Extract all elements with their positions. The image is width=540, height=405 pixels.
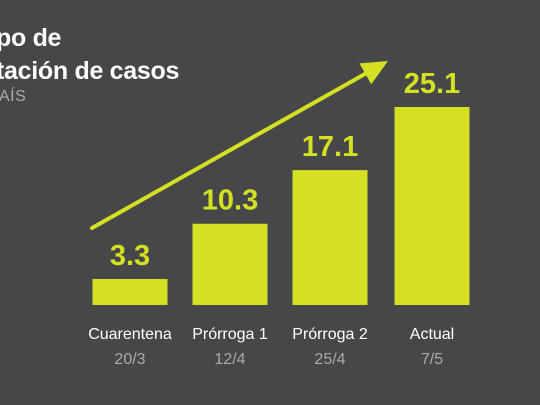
value-label-3: 17.1 [302,131,358,163]
category-label-1: Cuarentena [88,326,172,343]
bar-3 [292,170,368,305]
value-label-2: 10.3 [202,185,258,217]
date-label-2: 12/4 [214,351,245,368]
trend-arrow-head [359,61,388,85]
trend-arrow-line [90,68,374,230]
bar-4 [394,107,470,305]
date-label-4: 7/5 [421,351,443,368]
title-line-2: tación de casos [0,57,180,85]
category-label-2: Prórroga 1 [192,326,268,343]
chart-title: po de tación de casos [0,22,179,88]
category-label-4: Actual [410,326,454,343]
value-label-4: 25.1 [404,68,460,100]
date-label-1: 20/3 [114,351,145,368]
chart-subtitle: AÍS [0,88,27,105]
date-label-3: 25/4 [314,351,345,368]
value-label-1: 3.3 [110,240,150,272]
category-label-3: Prórroga 2 [292,326,368,343]
bar-2 [192,223,268,305]
title-line-1: po de [0,24,62,52]
bar-1 [92,278,168,305]
